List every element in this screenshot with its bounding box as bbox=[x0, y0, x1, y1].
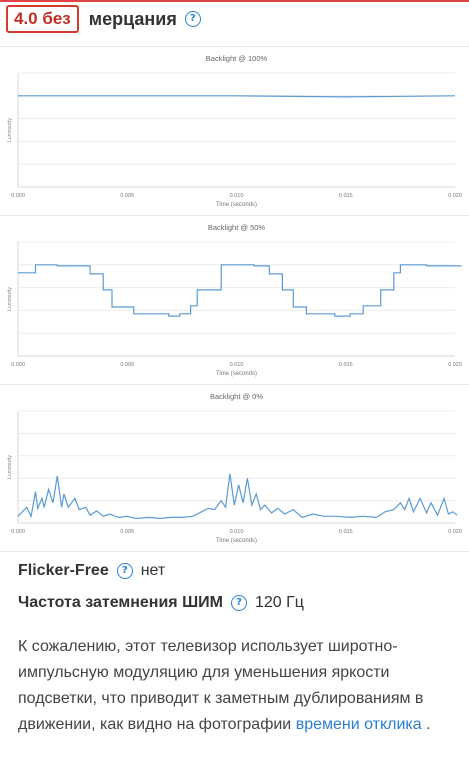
description-text: К сожалению, этот телевизор использует ш… bbox=[18, 638, 424, 733]
chart-backlight-100: Backlight @ 100% Luminosity 0.000 0.005 0.01… bbox=[7, 54, 462, 208]
chart-panel-0: Backlight @ 0% Luminosity 0.000 0.005 0.010 0… bbox=[0, 384, 469, 552]
chart-panel-50: Backlight @ 50% Luminosity 0.000 0.005 0.010… bbox=[0, 215, 469, 385]
x-tick-label: 0.015 bbox=[339, 529, 353, 535]
flicker-free-value: нет bbox=[140, 562, 166, 579]
score-badge: 4.0 без bbox=[6, 5, 79, 33]
y-axis-label: Luminosity bbox=[7, 287, 13, 311]
pwm-frequency-value: 120 Гц bbox=[254, 594, 304, 611]
description-paragraph: К сожалению, этот телевизор использует ш… bbox=[18, 634, 458, 738]
flicker-free-row: Flicker-Free ? нет bbox=[18, 562, 165, 580]
x-tick-label: 0.020 bbox=[448, 193, 462, 199]
response-time-link[interactable]: времени отклика bbox=[295, 716, 422, 733]
chart-panel-100: Backlight @ 100% Luminosity 0.000 0.005 0.01… bbox=[0, 46, 469, 216]
chart-title: Backlight @ 50% bbox=[208, 223, 266, 232]
series-line bbox=[18, 95, 456, 98]
help-icon[interactable]: ? bbox=[184, 11, 201, 27]
section-header: 4.0 без мерцания ? bbox=[6, 4, 201, 34]
x-tick-label: 0.000 bbox=[11, 362, 25, 368]
flicker-free-label: Flicker-Free bbox=[18, 562, 109, 579]
x-tick-label: 0.015 bbox=[339, 193, 353, 199]
x-tick-label: 0.010 bbox=[230, 529, 244, 535]
x-tick-label: 0.005 bbox=[120, 193, 134, 199]
x-axis-label: Time (seconds) bbox=[216, 371, 257, 377]
chart-backlight-0: Backlight @ 0% Luminosity 0.000 0.005 0.010 0… bbox=[7, 392, 462, 544]
x-tick-label: 0.005 bbox=[120, 529, 134, 535]
x-tick-label: 0.010 bbox=[230, 193, 244, 199]
top-accent-line bbox=[0, 0, 469, 2]
x-tick-label: 0.005 bbox=[120, 362, 134, 368]
pwm-frequency-label: Частота затемнения ШИМ bbox=[18, 594, 223, 611]
chart-backlight-50: Backlight @ 50% Luminosity 0.000 0.005 0.010… bbox=[7, 223, 462, 377]
x-axis-label: Time (seconds) bbox=[216, 202, 257, 208]
chart-title: Backlight @ 0% bbox=[210, 392, 263, 401]
x-tick-label: 0.020 bbox=[448, 529, 462, 535]
x-axis-label: Time (seconds) bbox=[216, 538, 257, 544]
chart-title: Backlight @ 100% bbox=[206, 54, 268, 63]
series-line bbox=[18, 264, 462, 317]
x-tick-label: 0.000 bbox=[11, 529, 25, 535]
pwm-frequency-row: Частота затемнения ШИМ ? 120 Гц bbox=[18, 594, 304, 612]
help-icon[interactable]: ? bbox=[116, 563, 133, 579]
help-icon[interactable]: ? bbox=[230, 595, 247, 611]
x-tick-label: 0.020 bbox=[448, 362, 462, 368]
description-tail: . bbox=[421, 716, 431, 733]
x-tick-label: 0.015 bbox=[339, 362, 353, 368]
section-title: мерцания bbox=[88, 8, 177, 29]
y-axis-label: Luminosity bbox=[7, 118, 13, 142]
x-tick-label: 0.000 bbox=[11, 193, 25, 199]
x-tick-label: 0.010 bbox=[230, 362, 244, 368]
series-line bbox=[17, 473, 458, 520]
flicker-charts: Backlight @ 100% Luminosity 0.000 0.005 0.01… bbox=[0, 46, 469, 552]
y-axis-label: Luminosity bbox=[7, 455, 13, 479]
